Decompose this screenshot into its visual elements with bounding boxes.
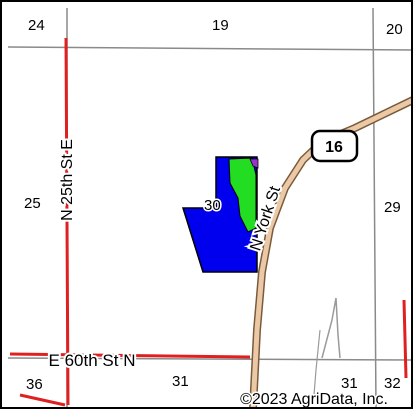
creek-branch [313, 329, 321, 396]
road-east-stub [402, 299, 408, 379]
road-label-n-25th-st-e: N 25th St E [59, 139, 76, 221]
section-24-label: 24 [28, 17, 45, 34]
section-line-east [372, 7, 377, 409]
route-shield: 16 [310, 129, 359, 163]
copyright-text: ©2023 AgriData, Inc. [240, 391, 388, 408]
section-32-label: 32 [384, 375, 401, 392]
section-29-label: 29 [384, 199, 401, 216]
route-shield-number: 16 [325, 139, 343, 156]
section-31-label: 31 [172, 373, 189, 390]
route-shield-outline [310, 129, 359, 163]
section-20-label: 20 [386, 21, 403, 38]
section-25-label: 25 [24, 195, 41, 212]
creek-line [321, 297, 341, 359]
section-36-label: 36 [26, 376, 43, 393]
section-line-north [7, 46, 413, 51]
road-southwest-stub [19, 393, 66, 407]
road-e-60th-st-n [9, 352, 251, 359]
field-purple[interactable] [249, 158, 259, 169]
section-line-south [7, 357, 413, 361]
section-19-label: 19 [212, 17, 229, 34]
road-n-25th-st-e [64, 37, 70, 406]
section-30-label: 30 [204, 197, 221, 214]
section-31b-label: 31 [341, 375, 358, 392]
road-label-e-60th-st-n: E 60th St N [49, 351, 136, 370]
